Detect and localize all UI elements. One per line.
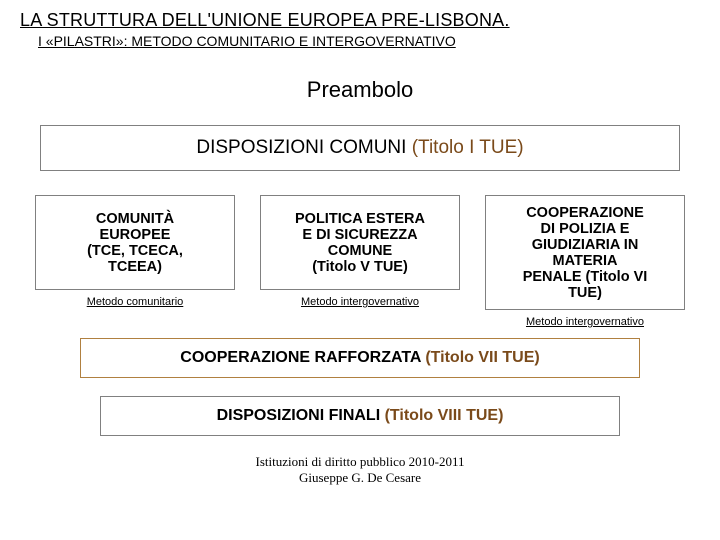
coop-rafforzata-label: COOPERAZIONE RAFFORZATA <box>180 349 425 366</box>
pillar-2-box: POLITICA ESTERA E DI SICUREZZA COMUNE (T… <box>260 195 460 290</box>
pillar-1-line-1: EUROPEE <box>100 227 171 243</box>
disposizioni-finali-ref: (Titolo VIII TUE) <box>385 407 504 424</box>
pillar-2-line-3: (Titolo V TUE) <box>312 259 408 275</box>
pillar-2-line-0: POLITICA ESTERA <box>295 211 425 227</box>
page-title: LA STRUTTURA DELL'UNIONE EUROPEA PRE-LIS… <box>20 10 700 31</box>
pillar-2-line-1: E DI SICUREZZA <box>302 227 417 243</box>
disposizioni-finali-label: DISPOSIZIONI FINALI <box>217 407 385 424</box>
pillar-3: COOPERAZIONE DI POLIZIA E GIUDIZIARIA IN… <box>480 195 690 328</box>
footer-line-2: Giuseppe G. De Cesare <box>20 470 700 486</box>
disposizioni-finali-box: DISPOSIZIONI FINALI (Titolo VIII TUE) <box>100 396 620 436</box>
pillar-3-line-5: TUE) <box>568 285 602 301</box>
pillar-1-line-2: (TCE, TCECA, <box>87 243 183 259</box>
footer: Istituzioni di diritto pubblico 2010-201… <box>20 454 700 487</box>
pillar-1-method: Metodo comunitario <box>87 296 184 308</box>
pillar-3-line-1: DI POLIZIA E <box>541 221 630 237</box>
pillar-1: COMUNITÀ EUROPEE (TCE, TCECA, TCEEA) Met… <box>30 195 240 308</box>
pillar-3-line-0: COOPERAZIONE <box>526 205 644 221</box>
disposizioni-comuni-label: DISPOSIZIONI COMUNI <box>196 137 411 158</box>
pillar-3-box: COOPERAZIONE DI POLIZIA E GIUDIZIARIA IN… <box>485 195 685 310</box>
coop-rafforzata-ref: (Titolo VII TUE) <box>425 349 539 366</box>
pillar-1-box: COMUNITÀ EUROPEE (TCE, TCECA, TCEEA) <box>35 195 235 290</box>
pillar-3-line-3: MATERIA <box>553 253 618 269</box>
disposizioni-comuni-box: DISPOSIZIONI COMUNI (Titolo I TUE) <box>40 125 680 171</box>
pillar-2: POLITICA ESTERA E DI SICUREZZA COMUNE (T… <box>255 195 465 308</box>
pillar-1-line-3: TCEEA) <box>108 259 162 275</box>
preambolo-label: Preambolo <box>20 77 700 103</box>
disposizioni-comuni-ref: (Titolo I TUE) <box>412 137 524 158</box>
pillar-3-method: Metodo intergovernativo <box>526 316 644 328</box>
pillar-1-line-0: COMUNITÀ <box>96 211 174 227</box>
pillar-3-line-4: PENALE (Titolo VI <box>523 269 648 285</box>
pillars-row: COMUNITÀ EUROPEE (TCE, TCECA, TCEEA) Met… <box>30 195 690 328</box>
pillar-3-line-2: GIUDIZIARIA IN <box>532 237 639 253</box>
page-subtitle: I «PILASTRI»: METODO COMUNITARIO E INTER… <box>38 33 700 49</box>
footer-line-1: Istituzioni di diritto pubblico 2010-201… <box>20 454 700 470</box>
pillar-2-line-2: COMUNE <box>328 243 392 259</box>
coop-rafforzata-box: COOPERAZIONE RAFFORZATA (Titolo VII TUE) <box>80 338 640 378</box>
pillar-2-method: Metodo intergovernativo <box>301 296 419 308</box>
